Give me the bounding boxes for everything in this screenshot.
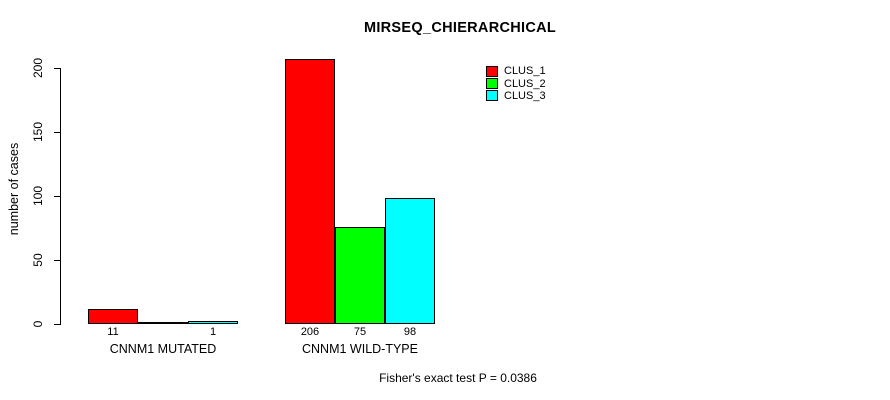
bar-clus-2-cnnm1-mutated — [138, 322, 188, 324]
legend-swatch-clus-3 — [486, 90, 498, 102]
y-axis-tick-label: 200 — [31, 57, 45, 79]
chart-title: MIRSEQ_CHIERARCHICAL — [363, 20, 557, 36]
legend-swatch-clus-1 — [486, 65, 498, 77]
bar-value-label: 98 — [403, 326, 417, 338]
y-axis-tick-label: 0 — [31, 320, 45, 328]
bar-clus-1-cnnm1-wild-type — [285, 59, 335, 324]
legend-label-clus-2: CLUS_2 — [504, 77, 546, 90]
bar-value-label: 206 — [300, 326, 320, 338]
bar-clus-1-cnnm1-mutated — [88, 309, 138, 324]
y-axis-tick — [54, 196, 60, 197]
category-label-cnnm1-wild-type: CNNM1 WILD-TYPE — [302, 342, 418, 356]
y-axis-line — [60, 68, 61, 325]
legend-swatch-clus-2 — [486, 78, 498, 90]
y-axis-tick — [54, 68, 60, 69]
y-axis-tick — [54, 132, 60, 133]
bar-value-label: 11 — [107, 326, 119, 338]
legend-item-clus-3: CLUS_3 — [486, 90, 546, 102]
legend: CLUS_1 CLUS_2 CLUS_3 — [486, 65, 546, 102]
legend-label-clus-1: CLUS_1 — [504, 65, 546, 78]
bar-value-label: 1 — [209, 326, 217, 338]
bar-value-label: 75 — [353, 326, 367, 338]
y-axis-tick — [54, 260, 60, 261]
y-axis-tick-label: 100 — [31, 185, 45, 207]
bar-clus-3-cnnm1-wild-type — [385, 198, 435, 324]
fisher-test-annotation: Fisher's exact test P = 0.0386 — [379, 371, 537, 385]
y-axis-tick-label: 50 — [31, 253, 45, 267]
y-axis-tick-label: 150 — [31, 121, 45, 143]
legend-label-clus-3: CLUS_3 — [504, 89, 546, 102]
bar-clus-3-cnnm1-mutated — [188, 321, 238, 324]
legend-item-clus-2: CLUS_2 — [486, 77, 546, 90]
category-label-cnnm1-mutated: CNNM1 MUTATED — [109, 342, 217, 356]
y-axis-tick — [54, 324, 60, 325]
bar-clus-2-cnnm1-wild-type — [335, 227, 385, 324]
legend-item-clus-1: CLUS_1 — [486, 65, 546, 77]
